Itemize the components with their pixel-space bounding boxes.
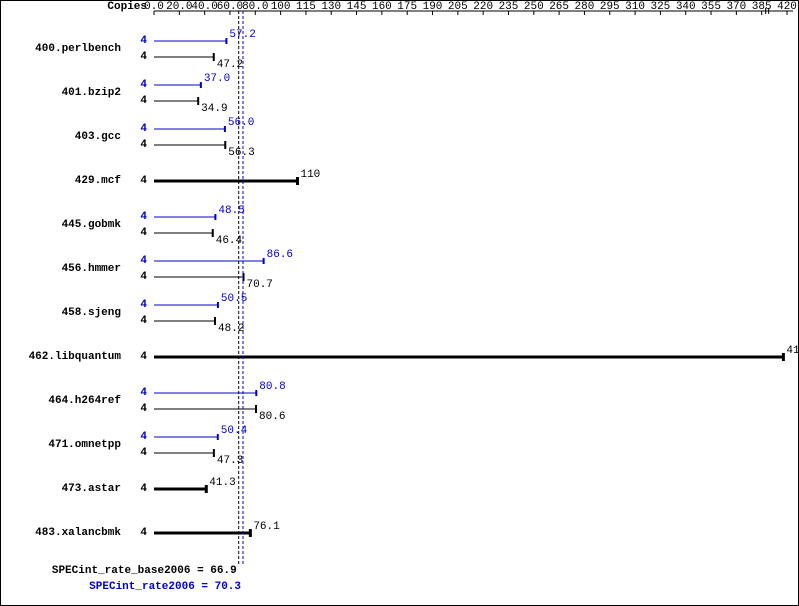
- spec-chart: 0.020.040.060.080.0100115130145160175190…: [0, 0, 799, 606]
